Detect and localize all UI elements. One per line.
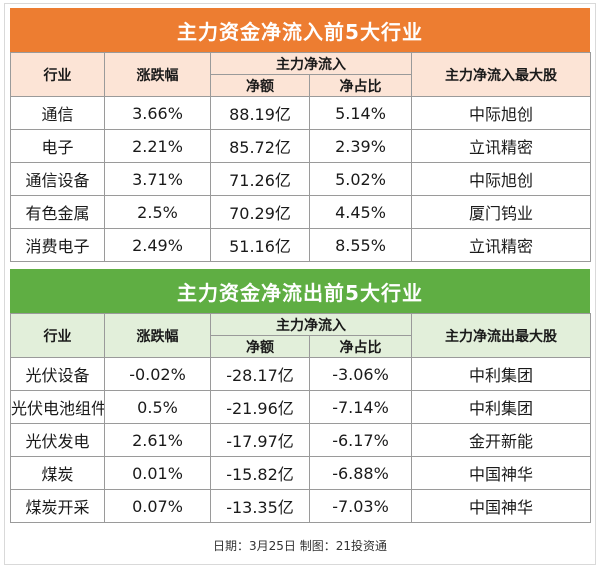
- cell-top-stock: 中利集团: [411, 357, 591, 391]
- footer-note: 日期：3月25日 制图：21投资通: [213, 538, 387, 553]
- table-row: 光伏设备 -0.02% -28.17亿 -3.06% 中利集团: [10, 357, 591, 391]
- header-change: 涨跌幅: [104, 52, 211, 97]
- header-net-inflow-group: 主力净流入: [210, 313, 412, 336]
- cell-industry: 通信: [10, 96, 105, 130]
- header-net-amount: 净额: [210, 74, 310, 97]
- header-industry: 行业: [10, 313, 105, 358]
- cell-industry: 光伏电池组件: [10, 390, 105, 424]
- cell-change: 2.49%: [104, 228, 211, 262]
- cell-net-amount: 51.16亿: [210, 228, 310, 262]
- cell-net-amount: -21.96亿: [210, 390, 310, 424]
- cell-top-stock: 中际旭创: [411, 162, 591, 196]
- cell-net-amount: 88.19亿: [210, 96, 310, 130]
- outflow-section-title: 主力资金净流出前5大行业: [10, 269, 590, 313]
- cell-top-stock: 厦门钨业: [411, 195, 591, 229]
- cell-top-stock: 中利集团: [411, 390, 591, 424]
- header-top-stock: 主力净流出最大股: [411, 313, 591, 358]
- header-net-ratio: 净占比: [309, 335, 412, 358]
- table-row: 光伏电池组件 0.5% -21.96亿 -7.14% 中利集团: [10, 390, 591, 424]
- cell-industry: 有色金属: [10, 195, 105, 229]
- cell-change: 2.61%: [104, 423, 211, 457]
- cell-net-amount: 71.26亿: [210, 162, 310, 196]
- cell-change: 2.5%: [104, 195, 211, 229]
- cell-net-amount: -15.82亿: [210, 456, 310, 490]
- header-net-inflow-group: 主力净流入: [210, 52, 412, 75]
- table-row: 电子 2.21% 85.72亿 2.39% 立讯精密: [10, 129, 591, 163]
- table-row: 煤炭开采 0.07% -13.35亿 -7.03% 中国神华: [10, 489, 591, 523]
- cell-top-stock: 中际旭创: [411, 96, 591, 130]
- inflow-table: 行业 涨跌幅 主力净流入 主力净流入最大股 净额 净占比 通信 3.66% 88.1…: [10, 52, 591, 262]
- cell-net-ratio: 2.39%: [309, 129, 412, 163]
- cell-industry: 电子: [10, 129, 105, 163]
- cell-net-ratio: -7.14%: [309, 390, 412, 424]
- cell-change: 2.21%: [104, 129, 211, 163]
- outflow-table: 行业 涨跌幅 主力净流入 主力净流出最大股 净额 净占比 光伏设备 -0.02% -…: [10, 313, 591, 523]
- cell-net-amount: -13.35亿: [210, 489, 310, 523]
- cell-change: 0.01%: [104, 456, 211, 490]
- cell-net-ratio: 5.02%: [309, 162, 412, 196]
- table-row: 消费电子 2.49% 51.16亿 8.55% 立讯精密: [10, 228, 591, 262]
- cell-change: 0.07%: [104, 489, 211, 523]
- cell-industry: 煤炭开采: [10, 489, 105, 523]
- cell-industry: 光伏发电: [10, 423, 105, 457]
- cell-net-ratio: -6.17%: [309, 423, 412, 457]
- cell-industry: 消费电子: [10, 228, 105, 262]
- cell-change: 0.5%: [104, 390, 211, 424]
- inflow-section-title: 主力资金净流入前5大行业: [10, 8, 590, 52]
- cell-industry: 煤炭: [10, 456, 105, 490]
- cell-top-stock: 中国神华: [411, 456, 591, 490]
- cell-net-ratio: -7.03%: [309, 489, 412, 523]
- cell-change: -0.02%: [104, 357, 211, 391]
- table-row: 通信 3.66% 88.19亿 5.14% 中际旭创: [10, 96, 591, 130]
- header-net-ratio: 净占比: [309, 74, 412, 97]
- cell-net-ratio: 4.45%: [309, 195, 412, 229]
- table-row: 光伏发电 2.61% -17.97亿 -6.17% 金开新能: [10, 423, 591, 457]
- header-industry: 行业: [10, 52, 105, 97]
- table-row: 煤炭 0.01% -15.82亿 -6.88% 中国神华: [10, 456, 591, 490]
- cell-net-amount: -17.97亿: [210, 423, 310, 457]
- cell-top-stock: 立讯精密: [411, 129, 591, 163]
- header-net-amount: 净额: [210, 335, 310, 358]
- cell-industry: 通信设备: [10, 162, 105, 196]
- cell-net-amount: -28.17亿: [210, 357, 310, 391]
- cell-industry: 光伏设备: [10, 357, 105, 391]
- cell-net-amount: 85.72亿: [210, 129, 310, 163]
- cell-net-ratio: -3.06%: [309, 357, 412, 391]
- header-top-stock: 主力净流入最大股: [411, 52, 591, 97]
- table-row: 通信设备 3.71% 71.26亿 5.02% 中际旭创: [10, 162, 591, 196]
- cell-change: 3.71%: [104, 162, 211, 196]
- table-row: 有色金属 2.5% 70.29亿 4.45% 厦门钨业: [10, 195, 591, 229]
- cell-net-ratio: 5.14%: [309, 96, 412, 130]
- cell-top-stock: 立讯精密: [411, 228, 591, 262]
- cell-top-stock: 金开新能: [411, 423, 591, 457]
- cell-change: 3.66%: [104, 96, 211, 130]
- cell-net-ratio: 8.55%: [309, 228, 412, 262]
- cell-net-ratio: -6.88%: [309, 456, 412, 490]
- header-change: 涨跌幅: [104, 313, 211, 358]
- cell-net-amount: 70.29亿: [210, 195, 310, 229]
- cell-top-stock: 中国神华: [411, 489, 591, 523]
